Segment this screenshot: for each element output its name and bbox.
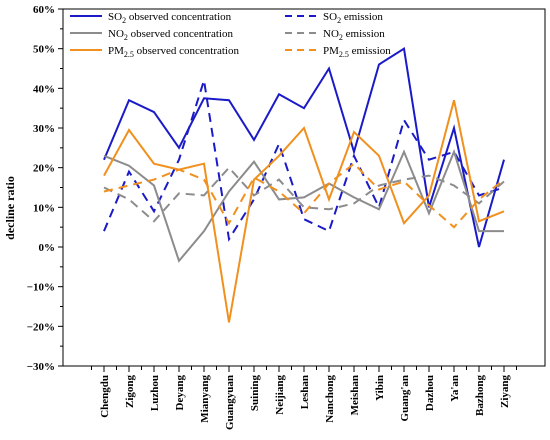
y-tick-label: 10% <box>33 202 55 214</box>
y-tick-label: −20% <box>27 321 55 333</box>
x-tick-label: Ya'an <box>449 375 461 402</box>
y-tick-label: 30% <box>33 123 55 135</box>
x-tick-label: Yibin <box>374 375 386 401</box>
x-tick-label: Suining <box>249 375 261 412</box>
axes: −30% −20% −10% 0% 10% 20% 30% 40% 50% 60% Chengdu Z… <box>27 4 546 430</box>
y-tick-label: −30% <box>27 361 55 373</box>
series-line-so2-observed-concentration <box>103 47 505 248</box>
x-tick-label: Dazhou <box>424 375 436 411</box>
x-tick-label: Ziyang <box>499 375 511 409</box>
legend-entry: NO2 emission <box>323 28 385 42</box>
x-tick-label: Guangyuan <box>224 375 236 430</box>
y-tick-label: 0% <box>39 242 56 254</box>
series-line-no2-emission <box>103 166 505 223</box>
x-tick-label: Nanchong <box>324 375 336 423</box>
legend-entry: NO2 observed concentration <box>108 28 233 42</box>
legend: SO2 observed concentration SO2 emission NO… <box>70 11 391 59</box>
legend-entry: SO2 observed concentration <box>108 11 232 25</box>
legend-entry: SO2 emission <box>323 11 383 25</box>
x-tick-label: Mianyang <box>199 375 211 423</box>
y-axis-label: decline ratio <box>3 176 17 240</box>
legend-entry: PM2.5 emission <box>323 45 391 59</box>
x-tick-label: Chengdu <box>99 375 111 418</box>
legend-entry: PM2.5 observed concentration <box>108 45 239 59</box>
series-line-no2-observed-concentration <box>103 148 504 263</box>
y-tick-label: 50% <box>33 44 55 56</box>
series-lines <box>103 47 505 323</box>
series-line-pm2-5-observed-concentration <box>103 99 505 323</box>
x-tick-label: Zigong <box>124 375 136 409</box>
x-tick-label: Meishan <box>349 375 361 415</box>
y-tick-label: −10% <box>27 282 55 294</box>
x-tick-label: Neijiang <box>274 375 286 415</box>
y-tick-label: 40% <box>33 83 55 95</box>
x-tick-label: Deyang <box>174 375 186 411</box>
x-tick-label: Luzhou <box>149 375 161 411</box>
y-tick-label: 60% <box>33 4 55 16</box>
x-tick-label: Guang'an <box>399 375 411 421</box>
y-tick-label: 20% <box>33 163 55 175</box>
x-tick-label: Bazhong <box>474 375 486 416</box>
x-tick-label: Leshan <box>299 375 311 409</box>
